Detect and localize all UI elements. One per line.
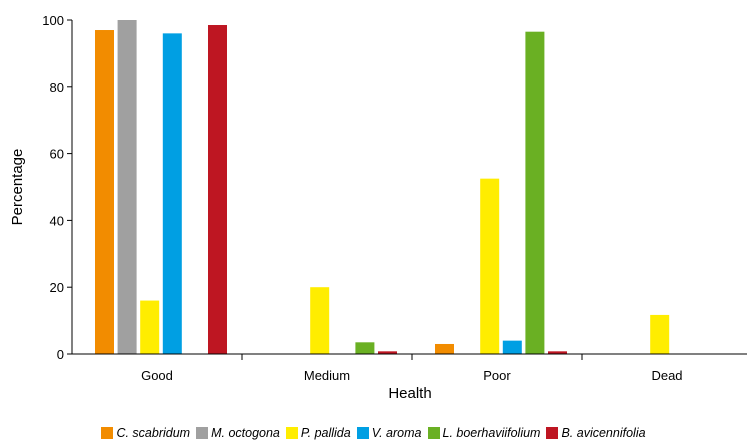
legend-label: P. pallida bbox=[300, 426, 351, 440]
bar bbox=[435, 343, 454, 354]
legend-item: M. octogona bbox=[196, 426, 280, 440]
bar bbox=[310, 287, 330, 354]
bar bbox=[525, 31, 545, 354]
y-tick-label: 40 bbox=[50, 213, 64, 228]
y-ticks-group: 0 20 40 60 80 100 bbox=[42, 13, 72, 362]
x-ticks-group: Good Medium Poor Dead bbox=[141, 354, 683, 383]
x-tick-label: Poor bbox=[483, 368, 511, 383]
y-tick-label: 100 bbox=[42, 13, 64, 28]
bar bbox=[650, 314, 670, 354]
legend-item: B. avicennifolia bbox=[546, 426, 646, 440]
legend-swatch bbox=[285, 427, 298, 439]
y-tick-label: 60 bbox=[50, 147, 64, 162]
legend-label: B. avicennifolia bbox=[561, 426, 646, 440]
y-tick-label: 20 bbox=[50, 280, 64, 295]
bar bbox=[355, 342, 375, 354]
legend-swatch bbox=[356, 427, 369, 439]
legend-item: P. pallida bbox=[285, 426, 351, 440]
bars-group bbox=[95, 20, 670, 355]
bar bbox=[162, 33, 182, 355]
legend-swatch bbox=[427, 427, 440, 439]
legend-item: L. boerhaviifolium bbox=[427, 426, 541, 440]
legend-label: M. octogona bbox=[211, 426, 280, 440]
bar bbox=[117, 20, 137, 354]
bar bbox=[502, 340, 522, 354]
bar bbox=[95, 30, 114, 355]
x-tick-label: Medium bbox=[304, 368, 350, 383]
legend-swatch bbox=[196, 427, 209, 439]
x-tick-label: Dead bbox=[651, 368, 682, 383]
bar bbox=[548, 351, 567, 354]
y-axis-label: Percentage bbox=[9, 149, 26, 226]
legend-label: V. aroma bbox=[371, 426, 422, 440]
bar bbox=[378, 351, 397, 354]
chart-legend: C. scabridum M. octogona P. pallida V. arom… bbox=[0, 423, 747, 443]
legend-item: C. scabridum bbox=[101, 426, 190, 440]
legend-swatch bbox=[101, 427, 114, 439]
legend-item: V. aroma bbox=[356, 426, 422, 440]
bar bbox=[208, 25, 227, 354]
legend-swatch bbox=[546, 427, 559, 439]
bar bbox=[140, 300, 160, 354]
bar bbox=[480, 178, 500, 354]
legend-label: C. scabridum bbox=[116, 426, 191, 440]
bar-chart: 0 20 40 60 80 100 Good Medium Poor Dead Percenta… bbox=[9, 13, 747, 402]
x-axis-label: Health bbox=[388, 385, 431, 402]
y-tick-label: 0 bbox=[57, 347, 64, 362]
legend-label: L. boerhaviifolium bbox=[442, 426, 541, 440]
y-tick-label: 80 bbox=[50, 80, 64, 95]
x-tick-label: Good bbox=[141, 368, 173, 383]
